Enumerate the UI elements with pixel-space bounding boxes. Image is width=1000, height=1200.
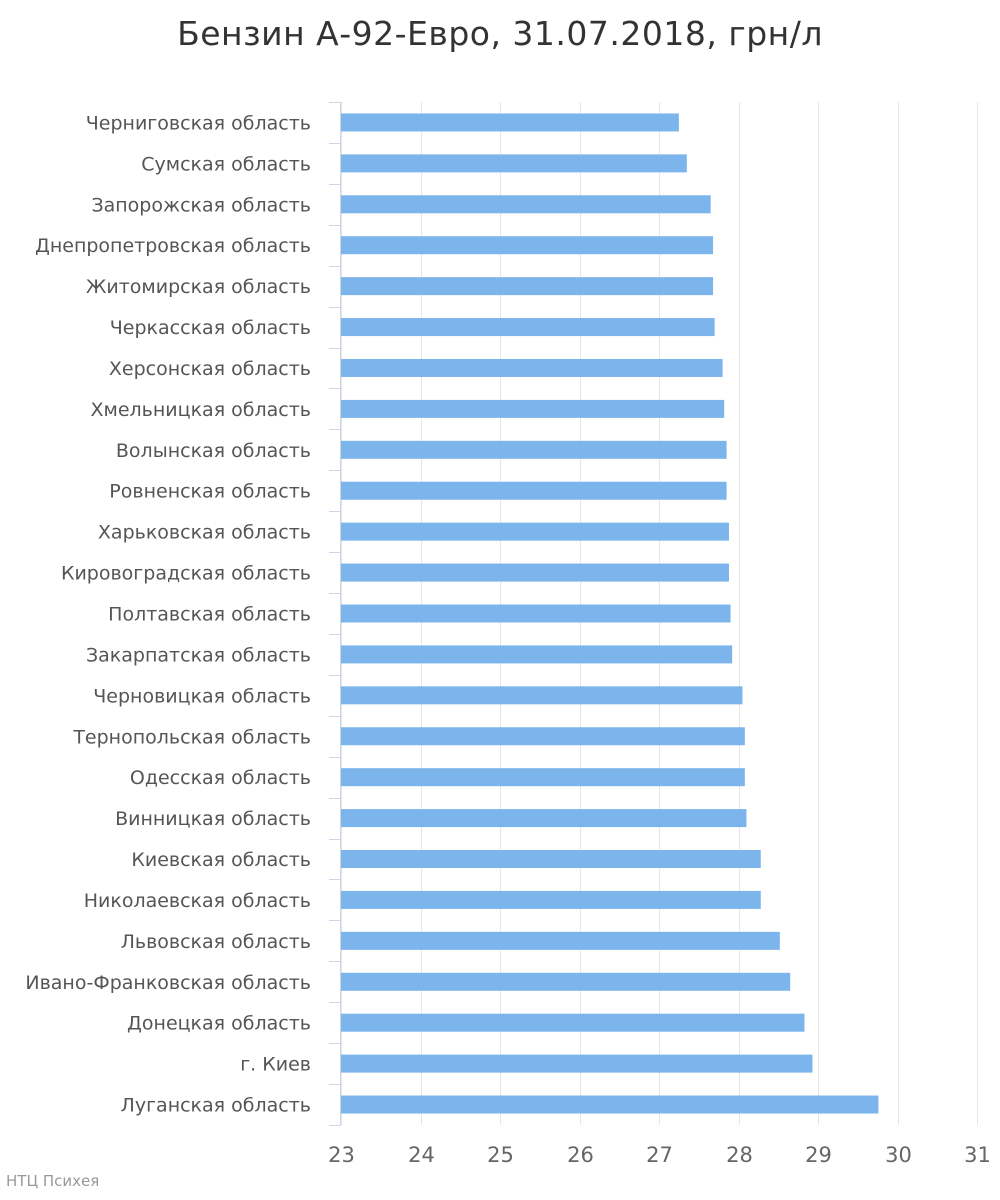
category-labels: Черниговская область Сумская область Запор…: [25, 112, 311, 1116]
category-label: Днепропетровская область: [35, 235, 311, 257]
bar: [341, 236, 714, 255]
credit-label: НТЦ Психея: [6, 1172, 100, 1190]
category-label: Одесская область: [130, 767, 311, 789]
category-label: Житомирская область: [86, 276, 311, 298]
x-tick-label: 29: [805, 1143, 832, 1167]
bar: [341, 358, 723, 377]
category-label: Киевская область: [131, 849, 311, 871]
category-label: Тернопольская область: [72, 726, 311, 748]
x-tick-label: 28: [726, 1143, 753, 1167]
x-tick-label: 31: [964, 1143, 991, 1167]
category-label: Винницкая область: [115, 808, 311, 830]
category-label: Черниговская область: [86, 112, 311, 134]
bar: [341, 686, 743, 705]
bar: [341, 809, 747, 828]
bar: [341, 604, 731, 623]
x-tick-label: 26: [567, 1143, 594, 1167]
bar: [341, 277, 714, 296]
bar: [341, 1095, 879, 1114]
x-tick-label: 25: [487, 1143, 514, 1167]
x-tick-label: 27: [646, 1143, 673, 1167]
category-label: Запорожская область: [91, 194, 311, 216]
category-label: Николаевская область: [84, 890, 311, 912]
category-label: Черновицкая область: [93, 685, 311, 707]
category-label: Луганская область: [121, 1095, 311, 1117]
category-label: Сумская область: [141, 153, 311, 175]
category-label: Полтавская область: [108, 604, 311, 626]
bar: [341, 318, 715, 337]
bar: [341, 522, 729, 541]
bar: [341, 154, 687, 173]
bar: [341, 972, 791, 991]
x-tick-label: 30: [885, 1143, 912, 1167]
bar: [341, 931, 780, 950]
bar: [341, 440, 727, 459]
category-label: Харьковская область: [98, 522, 311, 544]
bar: [341, 727, 745, 746]
x-tick-label: 24: [408, 1143, 435, 1167]
bars: [341, 113, 879, 1114]
category-label: Черкасская область: [110, 317, 311, 339]
bar: [341, 1013, 805, 1032]
category-label: Волынская область: [116, 440, 311, 462]
category-label: Львовская область: [121, 931, 311, 953]
category-label: Закарпатская область: [86, 644, 311, 666]
category-label: Ровненская область: [109, 481, 311, 503]
bar: [341, 113, 679, 132]
category-label: Кировоградская область: [61, 563, 311, 585]
category-label: г. Киев: [240, 1054, 311, 1076]
bar: [341, 399, 725, 418]
bar: [341, 850, 761, 869]
category-label: Херсонская область: [109, 358, 311, 380]
category-label: Хмельницкая область: [90, 399, 311, 421]
bar: [341, 645, 733, 664]
bar: [341, 890, 761, 909]
x-tick-label: 23: [328, 1143, 355, 1167]
chart-title: Бензин А-92-Евро, 31.07.2018, грн/л: [177, 14, 823, 53]
bar: [341, 768, 745, 787]
x-axis-tick-labels: 23 24 25 26 27 28 29 30 31: [328, 1143, 991, 1167]
bar: [341, 1054, 813, 1073]
bar: [341, 481, 727, 500]
bar: [341, 563, 729, 582]
category-label: Донецкая область: [127, 1013, 311, 1035]
bar: [341, 195, 711, 214]
category-label: Ивано-Франковская область: [25, 972, 311, 994]
